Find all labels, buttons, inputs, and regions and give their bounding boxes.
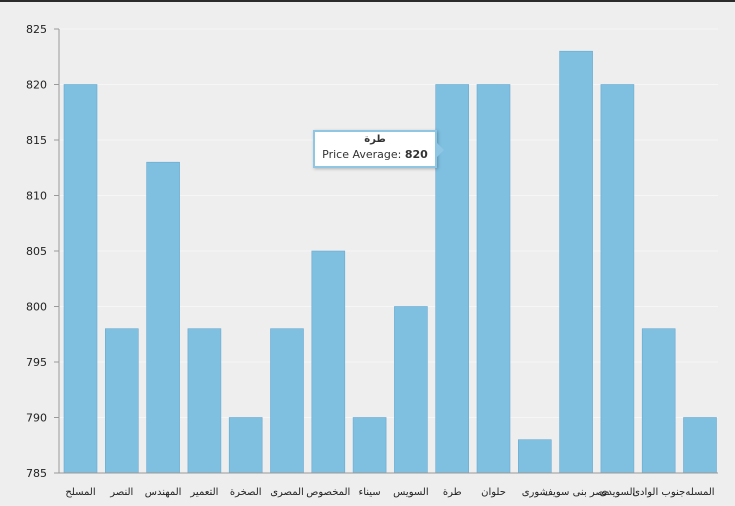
bar[interactable] — [600, 84, 634, 474]
x-tick-label: المخصوص — [306, 487, 350, 498]
bar[interactable] — [229, 417, 263, 474]
x-tick-label: المسله — [685, 487, 714, 498]
bar[interactable] — [64, 84, 97, 474]
x-tick-label: حلوان — [481, 487, 506, 498]
x-tick-label: جنوب الوادى — [632, 487, 685, 498]
bar[interactable] — [477, 84, 510, 474]
y-tick-label: 825 — [26, 23, 47, 36]
y-axis: 785 790 795 800 805 810 815 820 825 — [26, 23, 60, 480]
tooltip-title: طرة — [364, 134, 386, 145]
bar[interactable] — [353, 417, 387, 474]
x-tick-label: التعمير — [189, 487, 218, 498]
bar[interactable] — [559, 51, 593, 473]
x-tick-label: السويس — [393, 487, 428, 498]
x-tick-label: السويدى — [600, 487, 636, 498]
bar[interactable] — [270, 328, 304, 473]
x-tick-label: طرة — [443, 487, 462, 498]
y-tick-label: 820 — [26, 79, 47, 92]
bar[interactable] — [146, 162, 180, 473]
bar[interactable] — [187, 328, 221, 473]
tooltip-value: 820 — [404, 148, 428, 161]
bar[interactable] — [683, 417, 717, 474]
tooltip-arrow — [437, 143, 444, 157]
x-tick-label: المصرى — [270, 487, 304, 498]
y-tick-label: 785 — [26, 467, 47, 480]
y-tick-label: 815 — [26, 134, 47, 147]
bar[interactable] — [105, 328, 139, 473]
y-tick-label: 800 — [26, 301, 47, 314]
y-tick-label: 795 — [26, 356, 47, 369]
x-tick-label: مصر بنى سويف — [543, 487, 610, 498]
data-tooltip: طرة Price Average: 820 — [313, 130, 437, 168]
x-tick-label: المهندس — [145, 487, 182, 498]
x-tick-label: المسلح — [65, 487, 95, 498]
tooltip-label: Price Average: — [322, 148, 402, 161]
x-tick-label: شورى — [522, 487, 548, 498]
bar[interactable] — [642, 328, 676, 473]
tooltip-row: Price Average: 820 — [315, 148, 435, 161]
x-tick-label: سيناء — [359, 487, 381, 498]
y-tick-label: 790 — [26, 412, 47, 425]
bar-series — [63, 50, 717, 474]
x-axis: المسلح النصر المهندس التعمير الصخرة المصرى الم… — [59, 472, 718, 498]
y-tick-label: 810 — [26, 190, 47, 203]
y-tick-label: 805 — [26, 245, 47, 258]
bar[interactable] — [518, 439, 552, 473]
x-tick-label: النصر — [109, 487, 133, 498]
x-tick-label: الصخرة — [230, 487, 262, 498]
bar[interactable] — [311, 251, 345, 473]
bar[interactable] — [394, 306, 428, 474]
